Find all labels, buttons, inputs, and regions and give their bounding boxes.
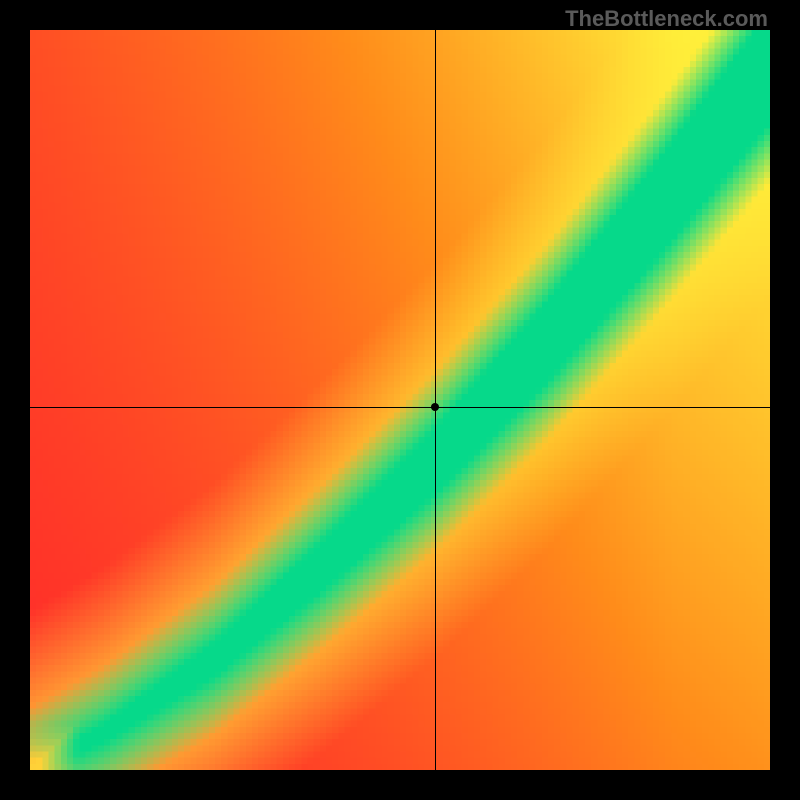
watermark-text: TheBottleneck.com — [565, 6, 768, 32]
bottleneck-heatmap — [30, 30, 770, 770]
crosshair-marker — [431, 403, 439, 411]
crosshair-vertical — [435, 30, 436, 770]
chart-container: TheBottleneck.com — [0, 0, 800, 800]
plot-frame — [30, 30, 770, 770]
crosshair-horizontal — [30, 407, 770, 408]
